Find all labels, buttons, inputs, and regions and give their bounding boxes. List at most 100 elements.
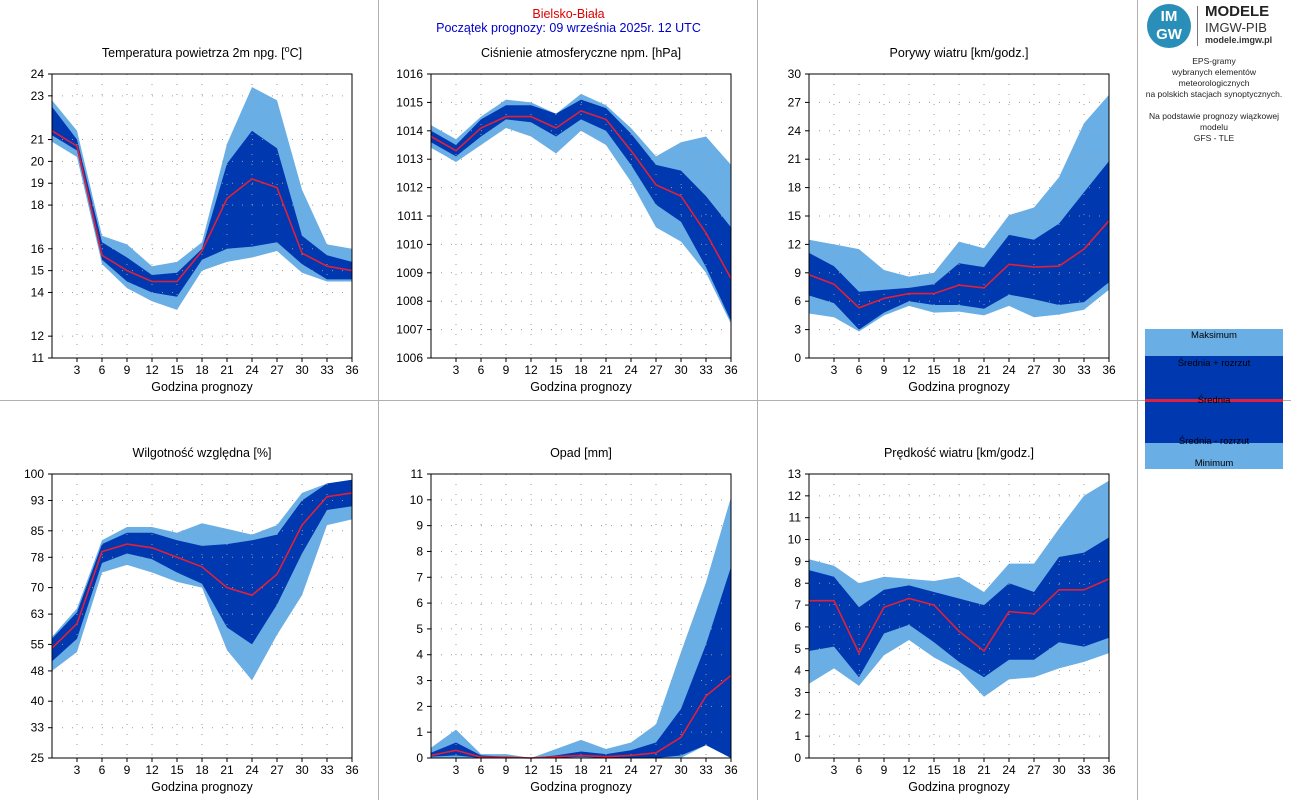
x-tick-label: 30 — [674, 763, 688, 777]
chart-title: Opad [mm] — [550, 446, 612, 460]
y-tick-label: 6 — [794, 294, 801, 308]
imgw-logo[interactable]: IM GW MODELE IMGW-PIB modele.imgw.pl — [1147, 2, 1287, 48]
x-tick-label: 3 — [831, 363, 838, 377]
legend-mean-line — [1145, 399, 1283, 402]
x-tick-label: 27 — [270, 763, 284, 777]
y-tick-label: 11 — [789, 511, 802, 525]
y-tick-label: 100 — [24, 467, 44, 481]
x-tick-label: 24 — [1002, 763, 1016, 777]
x-tick-label: 24 — [245, 363, 259, 377]
chart-title: Ciśnienie atmosferyczne npm. [hPa] — [481, 46, 681, 60]
x-axis-label: Godzina prognozy — [151, 380, 253, 394]
y-tick-label: 1007 — [396, 323, 423, 337]
x-tick-label: 9 — [503, 763, 510, 777]
y-tick-label: 11 — [32, 351, 45, 365]
mean-line — [809, 578, 1110, 655]
x-axis-label: Godzina prognozy — [908, 380, 1010, 394]
x-tick-label: 33 — [699, 763, 713, 777]
description-line: GFS - TLE — [1193, 133, 1235, 143]
y-tick-label: 24 — [788, 124, 802, 138]
legend-label-min: Minimum — [1194, 458, 1234, 469]
y-tick-label: 27 — [788, 95, 802, 109]
x-tick-label: 36 — [724, 363, 738, 377]
y-tick-label: 78 — [31, 550, 45, 564]
x-tick-label: 36 — [724, 763, 738, 777]
legend: Maksimum Średnia + rozrzut Średnia Średn… — [1145, 329, 1283, 469]
x-tick-label: 33 — [699, 363, 713, 377]
min-max-band — [52, 87, 352, 310]
x-tick-label: 36 — [1102, 363, 1116, 377]
y-tick-label: 24 — [31, 67, 45, 81]
x-tick-label: 15 — [170, 363, 184, 377]
mean-line — [51, 492, 353, 649]
description-line: Na podstawie prognozy wiązkowej modelu — [1149, 111, 1279, 132]
logo-subtitle: IMGW-PIB — [1205, 20, 1267, 35]
forecast-start: Początek prognozy: 09 września 2025r. 12… — [436, 21, 701, 35]
y-tick-label: 1008 — [396, 294, 423, 308]
description: EPS-gramy wybranych elementów meteorolog… — [1137, 56, 1291, 144]
y-tick-label: 1010 — [396, 237, 423, 251]
y-tick-label: 5 — [794, 642, 801, 656]
y-tick-label: 1011 — [397, 209, 423, 223]
x-tick-label: 12 — [524, 763, 538, 777]
x-tick-label: 27 — [270, 363, 284, 377]
y-tick-label: 13 — [788, 467, 802, 481]
y-tick-label: 9 — [794, 266, 801, 280]
x-tick-label: 15 — [549, 763, 563, 777]
y-tick-label: 9 — [794, 554, 801, 568]
x-tick-label: 36 — [345, 763, 359, 777]
x-tick-label: 18 — [574, 363, 588, 377]
y-tick-label: 0 — [794, 751, 801, 765]
x-tick-label: 12 — [145, 763, 159, 777]
x-tick-label: 27 — [649, 363, 663, 377]
y-tick-label: 15 — [788, 209, 802, 223]
description-line: na polskich stacjach synoptycznych. — [1145, 89, 1283, 99]
y-tick-label: 12 — [31, 329, 45, 343]
x-tick-label: 33 — [1077, 763, 1091, 777]
spread-band — [52, 479, 352, 662]
y-tick-label: 18 — [788, 181, 802, 195]
y-tick-label: 1006 — [396, 351, 423, 365]
x-tick-label: 9 — [881, 363, 888, 377]
y-tick-label: 1 — [416, 725, 423, 739]
x-tick-label: 36 — [1102, 763, 1116, 777]
x-tick-label: 12 — [524, 363, 538, 377]
x-tick-label: 9 — [503, 363, 510, 377]
x-tick-label: 15 — [927, 363, 941, 377]
legend-label-mean-plus: Średnia + rozrzut — [1177, 358, 1251, 369]
y-tick-label: 4 — [794, 664, 801, 678]
station-name: Bielsko-Biała — [532, 7, 605, 21]
x-tick-label: 21 — [599, 763, 613, 777]
y-tick-label: 1016 — [396, 67, 423, 81]
x-tick-label: 18 — [195, 363, 209, 377]
logo-url[interactable]: modele.imgw.pl — [1205, 35, 1273, 45]
x-axis-label: Godzina prognozy — [151, 780, 253, 794]
x-tick-label: 6 — [856, 363, 863, 377]
x-tick-label: 12 — [902, 363, 916, 377]
x-tick-label: 3 — [831, 763, 838, 777]
x-tick-label: 21 — [220, 363, 234, 377]
y-tick-label: 33 — [31, 721, 45, 735]
x-tick-label: 6 — [99, 763, 106, 777]
y-tick-label: 23 — [31, 89, 45, 103]
y-tick-label: 18 — [31, 198, 45, 212]
x-axis-label: Godzina prognozy — [530, 780, 632, 794]
y-tick-label: 20 — [31, 154, 45, 168]
x-tick-label: 3 — [453, 363, 460, 377]
y-tick-label: 4 — [416, 648, 423, 662]
x-tick-label: 18 — [574, 763, 588, 777]
legend-label-max: Maksimum — [1191, 330, 1237, 341]
x-tick-label: 27 — [1027, 363, 1041, 377]
chart-title: Prędkość wiatru [km/godz.] — [884, 446, 1034, 460]
y-tick-label: 1 — [794, 729, 801, 743]
y-tick-label: 6 — [416, 596, 423, 610]
y-tick-label: 63 — [31, 607, 45, 621]
y-tick-label: 16 — [31, 242, 45, 256]
y-tick-label: 30 — [788, 67, 802, 81]
x-tick-label: 30 — [295, 363, 309, 377]
spread-band — [431, 566, 731, 758]
spread-band — [809, 161, 1109, 330]
x-tick-label: 6 — [478, 763, 485, 777]
x-tick-label: 18 — [195, 763, 209, 777]
